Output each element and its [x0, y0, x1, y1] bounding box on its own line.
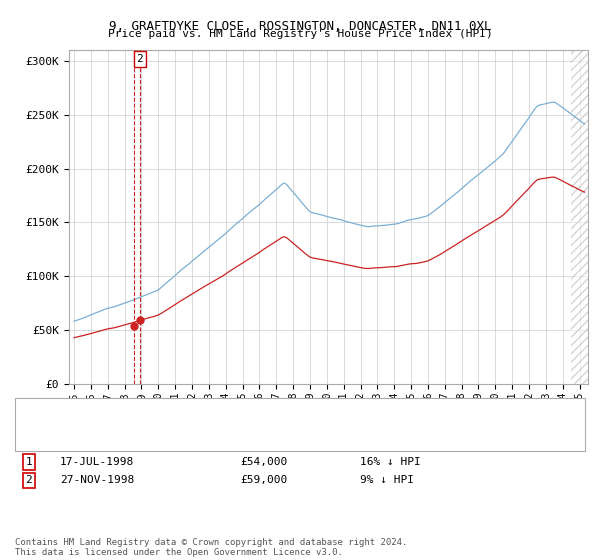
- Text: ——: ——: [33, 412, 48, 425]
- Text: 9, GRAFTDYKE CLOSE, ROSSINGTON, DONCASTER, DN11 0XL: 9, GRAFTDYKE CLOSE, ROSSINGTON, DONCASTE…: [109, 20, 491, 32]
- Text: £59,000: £59,000: [240, 475, 287, 486]
- Text: HPI: Average price, detached house, Doncaster: HPI: Average price, detached house, Donc…: [69, 431, 334, 441]
- Text: Contains HM Land Registry data © Crown copyright and database right 2024.
This d: Contains HM Land Registry data © Crown c…: [15, 538, 407, 557]
- Text: ——: ——: [33, 429, 48, 442]
- Text: 16% ↓ HPI: 16% ↓ HPI: [360, 457, 421, 467]
- Text: 9, GRAFTDYKE CLOSE, ROSSINGTON, DONCASTER, DN11 0XL (detached house): 9, GRAFTDYKE CLOSE, ROSSINGTON, DONCASTE…: [69, 413, 469, 423]
- Text: 27-NOV-1998: 27-NOV-1998: [60, 475, 134, 486]
- Text: 1: 1: [25, 457, 32, 467]
- Bar: [571, 50, 590, 384]
- Text: 2: 2: [136, 54, 143, 64]
- Text: 9% ↓ HPI: 9% ↓ HPI: [360, 475, 414, 486]
- Text: 2: 2: [25, 475, 32, 486]
- Text: Price paid vs. HM Land Registry's House Price Index (HPI): Price paid vs. HM Land Registry's House …: [107, 29, 493, 39]
- Text: 17-JUL-1998: 17-JUL-1998: [60, 457, 134, 467]
- Text: £54,000: £54,000: [240, 457, 287, 467]
